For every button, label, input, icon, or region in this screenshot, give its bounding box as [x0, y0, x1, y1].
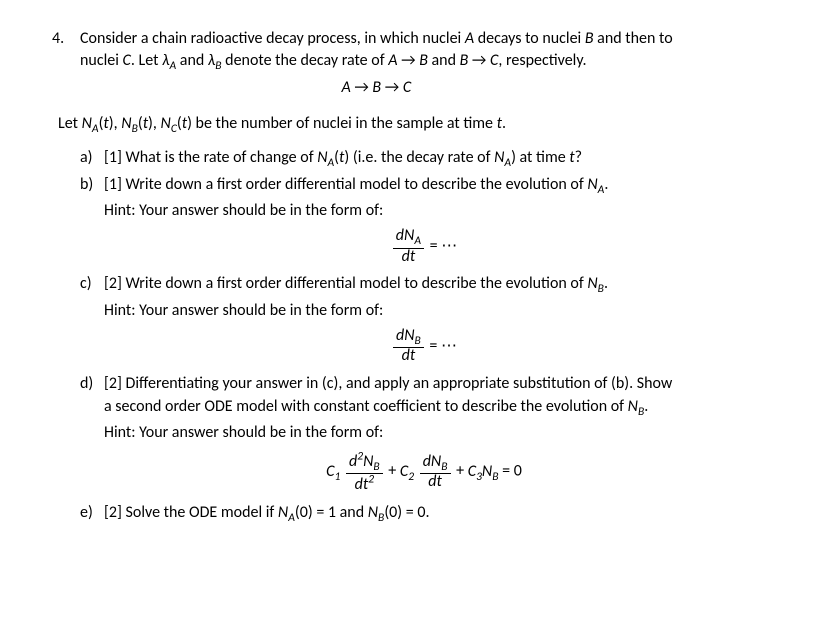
eq-rhs: = ⋯ [429, 336, 457, 355]
problem-page: 4. Consider a chain radioactive decay pr… [0, 0, 822, 556]
question-number: 4. [52, 28, 80, 50]
coef-c2: C2 [400, 462, 414, 481]
part-d-line2: a second order ODE model with constant c… [104, 396, 768, 420]
part-d-label: d) [80, 373, 104, 395]
frac-den: dt2 [346, 474, 383, 494]
part-d-equation: C1 d2NB dt2 + C2 dNB dt + C3NB = 0 [80, 448, 768, 496]
eq-rhs: = ⋯ [430, 237, 458, 256]
part-a-label: a) [80, 147, 104, 169]
fraction-dNB-dt-d: dNB dt [420, 454, 451, 491]
part-b: b) [1] Write down a first order differen… [80, 174, 768, 198]
chain-equation: A → B → C [80, 77, 673, 99]
part-e: e) [2] Solve the ODE model if NA(0) = 1 … [80, 502, 768, 526]
nb-term: NB [482, 462, 499, 481]
part-c-hint: Hint: Your answer should be in the form … [104, 300, 768, 322]
coef-c1: C1 [326, 462, 340, 481]
part-b-text: [1] Write down a first order differentia… [104, 174, 768, 198]
intro-block: Consider a chain radioactive decay proce… [80, 28, 673, 105]
frac-num: dNB [393, 328, 424, 348]
coef-c3: C3 [468, 462, 482, 481]
plus-1: + [388, 462, 400, 481]
part-d-line1: [2] Differentiating your answer in (c), … [104, 373, 768, 395]
fraction-dNA-dt: dNA dt [393, 228, 424, 265]
frac-den: dt [393, 249, 424, 266]
frac-num: dNA [393, 228, 424, 248]
equals-zero: = 0 [502, 462, 522, 481]
part-c: c) [2] Write down a first order differen… [80, 273, 768, 297]
fraction-dNB-dt: dNB dt [393, 328, 424, 365]
part-d: d) [2] Differentiating your answer in (c… [80, 373, 768, 420]
frac-num: dNB [420, 454, 451, 474]
part-b-equation: dNA dt = ⋯ [80, 226, 768, 267]
frac-den: dt [393, 348, 424, 365]
part-c-equation: dNB dt = ⋯ [80, 326, 768, 367]
part-c-text: [2] Write down a first order differentia… [104, 273, 768, 297]
intro-line-2: nuclei C. Let λA and λB denote the decay… [80, 50, 673, 74]
frac-num: d2NB [346, 450, 383, 474]
part-b-hint: Hint: Your answer should be in the form … [104, 200, 768, 222]
part-d-hint: Hint: Your answer should be in the form … [104, 422, 768, 444]
part-d-text: [2] Differentiating your answer in (c), … [104, 373, 768, 420]
plus-2: + [456, 462, 468, 481]
part-a-text: [1] What is the rate of change of NA(t) … [104, 147, 768, 171]
frac-den: dt [420, 474, 451, 491]
intro-line-1: Consider a chain radioactive decay proce… [80, 28, 673, 50]
part-b-label: b) [80, 174, 104, 196]
part-c-label: c) [80, 273, 104, 295]
question-intro: 4. Consider a chain radioactive decay pr… [80, 28, 768, 107]
fraction-d2NB-dt2: d2NB dt2 [346, 450, 383, 494]
part-e-label: e) [80, 502, 104, 524]
part-a: a) [1] What is the rate of change of NA(… [80, 147, 768, 171]
part-e-text: [2] Solve the ODE model if NA(0) = 1 and… [104, 502, 768, 526]
let-line: Let NA(t), NB(t), NC(t) be the number of… [58, 113, 768, 137]
